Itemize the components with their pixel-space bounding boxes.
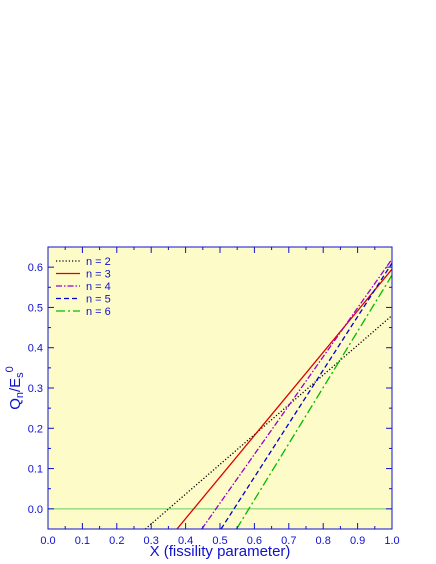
series-layer <box>144 258 393 530</box>
series-line-n-5 <box>220 262 393 530</box>
x-tick-label: 0.1 <box>75 535 90 547</box>
y-title-main: Q <box>7 398 24 410</box>
y-tick-label: 0.1 <box>28 464 43 476</box>
x-tick-label: 1.0 <box>384 535 399 547</box>
y-axis-title: Qn/Es0 <box>4 366 25 410</box>
x-tick-label: 0.7 <box>281 535 296 547</box>
ticks-layer: 0.0 0.1 0.2 0.3 0.4 0.5 0.6 0.7 0.8 0.9 1.0 0.0 0.1 0… <box>28 246 400 547</box>
y-tick-label: 0.2 <box>28 423 43 435</box>
x-tick-label: 0.4 <box>178 535 193 547</box>
y-tick-label: 0.3 <box>28 383 43 395</box>
y-tick-label: 0.4 <box>28 343 43 355</box>
y-tick-label: 0.6 <box>28 262 43 274</box>
y-tick-label: 0.5 <box>28 302 43 314</box>
x-axis-title: X (fissility parameter) <box>150 543 291 560</box>
legend-label-n-3: n = 3 <box>86 269 111 281</box>
y-title-sub-s: s <box>14 372 26 378</box>
plot-area <box>48 247 392 529</box>
legend-label-n-2: n = 2 <box>86 256 111 268</box>
y-tick-label: 0.0 <box>28 504 43 516</box>
legend: n = 2n = 3n = 4n = 5n = 6 <box>56 256 111 318</box>
legend-label-n-4: n = 4 <box>86 281 111 293</box>
y-title-mid: /E <box>7 378 24 392</box>
series-line-n-6 <box>235 274 393 530</box>
x-tick-label: 0.2 <box>109 535 124 547</box>
y-title-sup: 0 <box>4 366 16 372</box>
x-tick-label: 0.6 <box>247 535 262 547</box>
series-line-n-3 <box>176 268 393 530</box>
series-line-n-4 <box>201 258 393 530</box>
x-tick-label: 0.8 <box>316 535 331 547</box>
legend-label-n-5: n = 5 <box>86 294 111 306</box>
y-title-sub-n: n <box>14 392 26 398</box>
x-tick-label: 0.0 <box>40 535 55 547</box>
x-tick-label: 0.3 <box>144 535 159 547</box>
x-tick-label: 0.9 <box>350 535 365 547</box>
legend-label-n-6: n = 6 <box>86 306 111 318</box>
x-tick-label: 0.5 <box>212 535 227 547</box>
